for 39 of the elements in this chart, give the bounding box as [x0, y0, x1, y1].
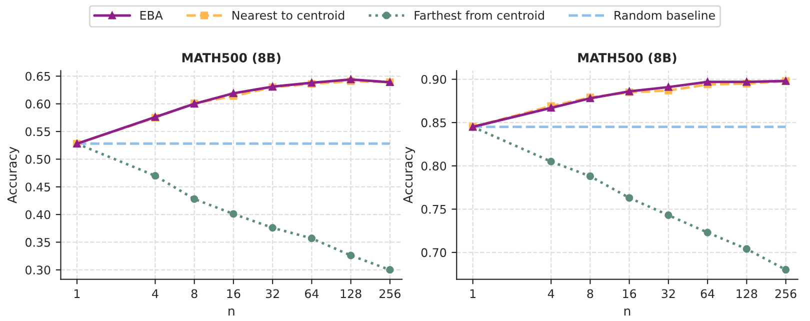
y-tick-label: 0.55 [26, 127, 50, 136]
x-tick-label: 128 [340, 289, 362, 298]
y-tick-label: 0.45 [26, 182, 50, 192]
x-axis-title: n [228, 308, 234, 316]
x-tick-label: 32 [662, 289, 675, 298]
y-tick-label: 0.35 [26, 238, 50, 247]
y-tick-label: 0.90 [421, 75, 446, 84]
y-tick-label: 0.70 [421, 248, 446, 258]
legend-label: Nearest to centroid [232, 10, 344, 20]
x-tick-label: 4 [548, 289, 554, 298]
legend-label: Random baseline [614, 10, 715, 20]
x-tick-label: 16 [623, 289, 636, 298]
x-tick-label: 128 [736, 289, 758, 298]
y-tick-label: 0.75 [421, 204, 446, 214]
y-tick-label: 0.80 [421, 162, 446, 171]
x-tick-label: 1 [74, 289, 80, 298]
y-tick-label: 0.30 [26, 266, 50, 275]
x-axis-title: n [624, 308, 630, 316]
x-tick-label: 32 [266, 289, 279, 298]
x-tick-label: 256 [380, 289, 400, 298]
legend-label: EBA [140, 10, 163, 20]
x-tick-label: 8 [587, 289, 594, 298]
y-tick-label: 0.85 [421, 118, 446, 128]
y-tick-label: 0.65 [26, 72, 50, 81]
x-tick-label: 8 [191, 289, 198, 298]
x-tick-label: 1 [470, 289, 476, 298]
x-tick-label: 64 [305, 289, 319, 298]
x-tick-label: 64 [700, 289, 714, 298]
y-tick-label: 0.40 [26, 210, 50, 220]
x-tick-label: 256 [775, 289, 796, 298]
y-axis-title: Accuracy [403, 146, 416, 204]
x-tick-label: 4 [152, 289, 158, 298]
chart-title: MATH500 (8B) [578, 52, 676, 64]
legend-label: Farthest from centroid [414, 10, 544, 20]
chart-title: MATH500 (8B) [182, 52, 280, 64]
x-tick-label: 16 [227, 289, 240, 298]
y-axis-title: Accuracy [7, 146, 20, 204]
y-tick-label: 0.60 [26, 100, 50, 108]
y-tick-label: 0.50 [26, 154, 50, 164]
